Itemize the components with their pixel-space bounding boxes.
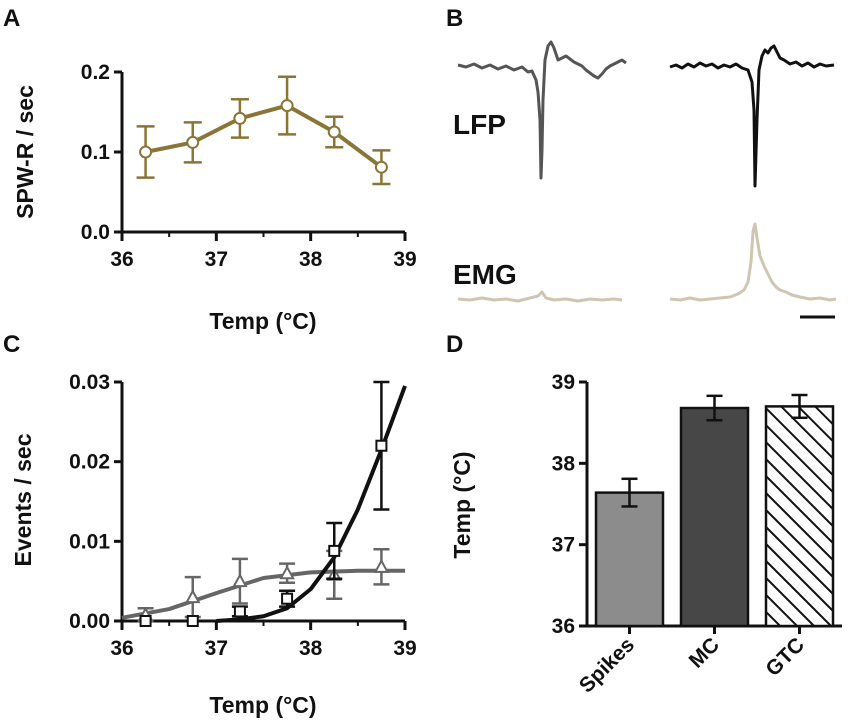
x-tick-label: 39 (393, 637, 416, 660)
x-tick-label: 39 (393, 248, 416, 271)
lfp-trace-right (669, 44, 835, 188)
trace-panel: LFP EMG (453, 40, 837, 319)
square-point (139, 615, 152, 627)
lfp-label: LFP (453, 109, 506, 140)
chart-c: Events / sec Temp (°C) 0.00 0.01 0.02 0.03 3… (10, 371, 417, 718)
chart-a-xlabel: Temp (°C) (209, 308, 316, 334)
bar-gtc (764, 405, 835, 628)
chart-d-ylabel: Temp (°C) (449, 451, 475, 558)
y-tick-label: 0.0 (81, 221, 110, 244)
y-tick-label: 36 (552, 615, 575, 638)
x-tick-label: 37 (205, 248, 228, 271)
x-tick-label: 36 (110, 248, 133, 271)
square-point (281, 592, 294, 605)
panel-d-letter: D (446, 331, 463, 358)
y-tick-label: 0.1 (81, 141, 111, 164)
chart-d: Temp (°C) 36 37 38 39 Spikes MC GTC (449, 371, 842, 697)
data-point (374, 160, 388, 174)
series-line (145, 103, 383, 169)
x-tick-label: 37 (205, 637, 228, 660)
emg-trace-left (457, 290, 623, 303)
chart-c-xlabel: Temp (°C) (209, 692, 316, 718)
bar-spikes (594, 491, 665, 628)
emg-trace-right (669, 222, 837, 302)
data-point (280, 99, 294, 113)
emg-label: EMG (453, 259, 517, 290)
y-tick-label: 37 (552, 534, 575, 557)
x-tick-label: 38 (299, 637, 323, 660)
bar-mc (679, 406, 750, 628)
square-point (186, 615, 199, 627)
category-label: MC (685, 633, 724, 672)
y-tick-label: 0.03 (69, 371, 110, 394)
square-point (233, 605, 246, 618)
y-tick-label: 39 (552, 371, 575, 394)
chart-c-ylabel: Events / sec (10, 433, 36, 566)
lfp-trace-left (457, 40, 627, 180)
data-point (186, 135, 200, 149)
square-point (328, 544, 341, 557)
chart-a-ylabel: SPW-R / sec (12, 85, 38, 219)
data-point (233, 111, 247, 125)
y-tick-label: 0.00 (69, 610, 110, 633)
data-point (327, 125, 341, 139)
triangle-point (232, 573, 248, 588)
y-tick-label: 0.02 (69, 451, 110, 474)
triangle-point (373, 558, 390, 573)
panel-a-letter: A (3, 5, 20, 32)
category-label: GTC (761, 633, 809, 681)
category-label: Spikes (575, 633, 639, 697)
panel-b-letter: B (446, 5, 463, 32)
chart-a: SPW-R / sec Temp (°C) 0.0 0.1 0.2 36 37 38 39 (12, 61, 417, 334)
x-tick-label: 38 (299, 248, 323, 271)
x-tick-label: 36 (110, 637, 133, 660)
triangle-point (185, 589, 201, 604)
triangles-fit-curve (121, 568, 405, 620)
y-tick-label: 38 (552, 452, 576, 475)
panel-c-letter: C (3, 331, 20, 358)
square-point (375, 439, 388, 452)
triangle-point (279, 565, 295, 580)
squares-fit-curve (216, 385, 407, 623)
y-tick-label: 0.2 (81, 61, 110, 84)
y-tick-label: 0.01 (69, 530, 110, 553)
data-point (139, 145, 153, 159)
